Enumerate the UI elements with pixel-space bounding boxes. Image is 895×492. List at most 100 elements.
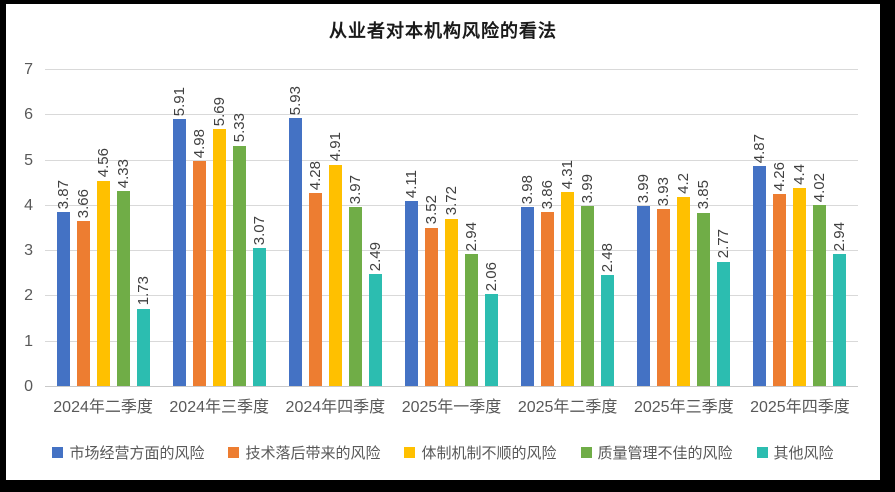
legend-swatch-icon — [580, 447, 592, 458]
legend-item-其他风险: 其他风险 — [756, 442, 834, 463]
bar-data-label: 4.2 — [675, 172, 693, 194]
bar-体制机制不顺的风险 — [212, 129, 226, 387]
bar-data-label: 4.87 — [751, 134, 769, 164]
y-tick-label: 7 — [24, 61, 33, 78]
bar-质量管理不佳的风险 — [348, 207, 362, 387]
gridline-5 — [45, 159, 858, 161]
y-tick-label: 0 — [24, 378, 33, 395]
x-axis-line — [45, 386, 858, 387]
x-category-label: 2024年三季度 — [169, 399, 270, 416]
legend-swatch-icon — [228, 447, 240, 458]
bar-data-label: 4.26 — [771, 161, 789, 192]
bar-data-label: 2.06 — [482, 261, 500, 291]
bar-data-label: 4.33 — [114, 158, 132, 188]
bar-data-label: 3.87 — [54, 179, 72, 209]
plot-area: 3.87 3.66 4.56 4.33 1.73 5.91 4.98 5.69 5.33 3.07… — [45, 69, 858, 387]
bar-cell: 5.91 — [171, 70, 188, 387]
legend-swatch-icon — [756, 447, 768, 458]
bar-质量管理不佳的风险 — [116, 190, 130, 387]
x-category-label: 2025年四季度 — [750, 399, 850, 416]
bar-体制机制不顺的风险 — [793, 187, 807, 387]
bar-cell: 3.85 — [695, 70, 712, 387]
bar-体制机制不顺的风险 — [444, 218, 458, 387]
x-category-label: 2025年二季度 — [517, 399, 618, 416]
bar-技术落后带来的风险 — [192, 161, 206, 387]
legend-item-质量管理不佳的风险: 质量管理不佳的风险 — [580, 442, 733, 463]
x-category-label: 2024年二季度 — [53, 399, 153, 416]
bar-体制机制不顺的风险 — [96, 180, 110, 387]
bar-data-label: 3.93 — [655, 176, 673, 207]
y-tick-label: 1 — [24, 332, 33, 350]
bar-data-label: 3.98 — [519, 174, 537, 204]
bar-cell: 5.93 — [286, 70, 304, 387]
bar-其他风险 — [601, 274, 615, 387]
bar-cell: 3.07 — [250, 70, 268, 387]
bar-其他风险 — [484, 293, 498, 387]
bar-group-2024年三季度: 5.91 4.98 5.69 5.33 3.07 — [161, 70, 277, 387]
legend-swatch-icon — [404, 447, 416, 458]
bar-市场经营方面的风险 — [521, 206, 535, 387]
legend-item-技术落后带来的风险: 技术落后带来的风险 — [228, 442, 380, 463]
bar-体制机制不顺的风险 — [677, 196, 691, 387]
bar-data-label: 2.48 — [599, 242, 617, 272]
bar-cell: 3.93 — [655, 70, 673, 387]
bar-data-label: 2.94 — [462, 221, 480, 251]
bar-其他风险 — [252, 247, 266, 387]
bar-data-label: 2.49 — [366, 242, 384, 272]
bar-data-label: 5.93 — [286, 86, 304, 116]
x-category-label: 2024年四季度 — [285, 399, 386, 416]
bar-cell: 4.33 — [114, 70, 132, 387]
bar-cell: 4.26 — [771, 70, 789, 387]
x-category-label: 2025年一季度 — [401, 399, 502, 416]
y-tick-label: 6 — [24, 106, 33, 124]
bar-其他风险 — [368, 274, 382, 387]
bar-data-label: 2.94 — [831, 221, 849, 251]
bar-group-2025年一季度: 4.11 3.52 3.72 2.94 2.06 — [393, 70, 509, 387]
bar-cell: 5.33 — [231, 70, 248, 387]
bar-cell: 3.86 — [539, 70, 556, 387]
bar-data-label: 4.02 — [811, 172, 829, 202]
bar-质量管理不佳的风险 — [232, 145, 246, 387]
bar-技术落后带来的风险 — [773, 194, 787, 387]
legend-label: 质量管理不佳的风险 — [597, 445, 733, 462]
gridline-7 — [45, 69, 858, 70]
bar-data-label: 4.56 — [94, 148, 112, 178]
bar-cell: 4.2 — [675, 70, 693, 387]
bar-市场经营方面的风险 — [637, 206, 651, 387]
bar-cell: 4.11 — [403, 70, 420, 387]
bar-cell: 2.06 — [482, 70, 500, 387]
bar-cell: 3.99 — [579, 70, 597, 387]
bar-cell: 3.87 — [54, 70, 72, 387]
bar-技术落后带来的风险 — [541, 212, 555, 387]
bar-cell: 4.28 — [307, 70, 324, 387]
bar-技术落后带来的风险 — [308, 193, 322, 387]
bar-data-label: 4.31 — [559, 159, 577, 189]
bar-cell: 4.31 — [559, 70, 577, 387]
bar-技术落后带来的风险 — [424, 227, 438, 387]
bar-cell: 4.56 — [94, 70, 112, 387]
bar-cell: 4.98 — [190, 70, 208, 387]
bar-data-label: 2.77 — [715, 229, 733, 259]
bar-data-label: 3.66 — [74, 189, 92, 219]
bar-data-label: 3.07 — [250, 215, 268, 245]
bar-cell: 4.4 — [791, 70, 808, 387]
bar-data-label: 3.99 — [579, 174, 597, 204]
bar-data-label: 3.99 — [635, 174, 653, 204]
legend-item-体制机制不顺的风险: 体制机制不顺的风险 — [404, 442, 557, 463]
bar-其他风险 — [833, 253, 847, 387]
bar-data-label: 4.98 — [190, 129, 208, 159]
bar-体制机制不顺的风险 — [328, 164, 342, 387]
bar-市场经营方面的风险 — [56, 211, 70, 387]
y-tick-label: 3 — [24, 242, 33, 260]
legend-swatch-icon — [52, 447, 64, 458]
legend-label: 其他风险 — [773, 445, 834, 462]
bar-cell: 3.66 — [74, 70, 92, 387]
bar-cell: 2.77 — [715, 70, 733, 387]
y-tick-label: 5 — [24, 151, 33, 169]
bar-cell: 2.94 — [831, 70, 849, 387]
bar-质量管理不佳的风险 — [464, 253, 478, 387]
bar-质量管理不佳的风险 — [697, 212, 711, 387]
legend-item-市场经营方面的风险: 市场经营方面的风险 — [52, 442, 204, 463]
y-tick-label: 2 — [24, 287, 33, 305]
